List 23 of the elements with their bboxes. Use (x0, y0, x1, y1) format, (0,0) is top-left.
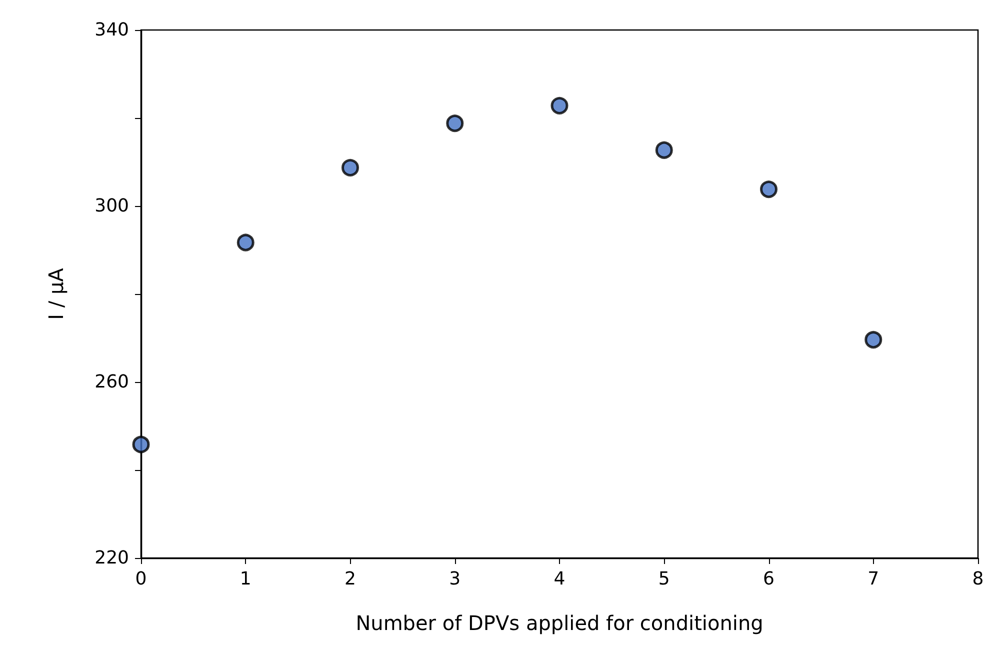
point (446, 114, 464, 132)
point (655, 141, 673, 159)
y-tick-label: 340 (94, 20, 129, 40)
y-tick-label: 220 (94, 548, 129, 568)
x-tick-label: 5 (658, 568, 670, 590)
x-tick-label: 7 (868, 568, 880, 590)
x-tick-label: 4 (554, 568, 566, 590)
point (342, 158, 359, 176)
y-axis-title: I / μA (44, 268, 68, 320)
x-tick-label: 2 (344, 568, 356, 590)
point (132, 436, 150, 454)
x-tick-label: 6 (763, 568, 774, 590)
x-tick-label: 0 (135, 568, 147, 590)
x-tick-label: 8 (972, 568, 984, 590)
point (550, 96, 568, 114)
x-tick-label: 1 (240, 568, 252, 590)
y-tick-label: 300 (94, 196, 129, 216)
point (864, 331, 882, 349)
x-tick-label: 3 (449, 568, 461, 590)
point (236, 234, 254, 252)
point (760, 180, 778, 198)
x-axis-title: Number of DPVs applied for conditioning (356, 611, 764, 635)
y-tick-label: 260 (94, 372, 129, 392)
